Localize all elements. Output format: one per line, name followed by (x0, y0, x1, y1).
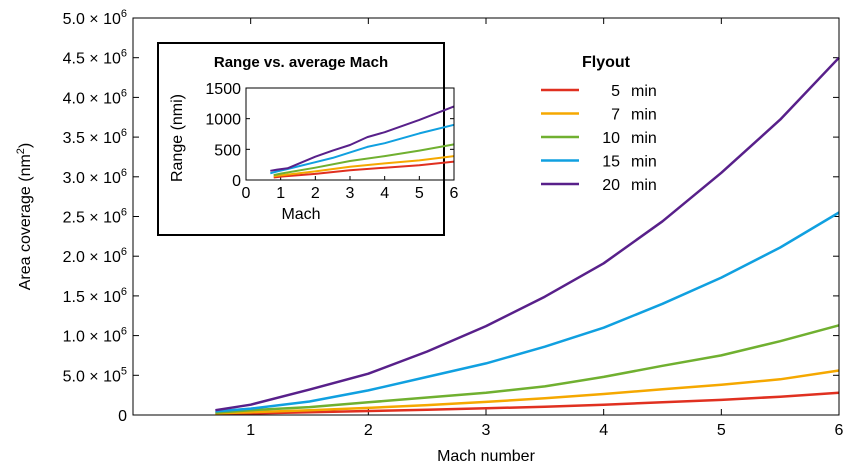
main-y-axis-label: Area coverage (nm2) (15, 143, 34, 291)
legend-label-unit: min (631, 177, 657, 194)
legend-label-unit: min (631, 107, 657, 124)
legend-title: Flyout (582, 54, 631, 71)
inset-y-tick-label-0: 0 (232, 173, 241, 190)
inset-x-tick-labels: 0 1 2 3 4 5 6 (242, 185, 459, 202)
inset-series-line-20-min (270, 105, 455, 172)
main-y-tick-label-4-5e6: 4.5 × 106 (63, 48, 127, 68)
main-series-lines (215, 56, 840, 416)
inset-plot-frame (245, 87, 455, 181)
main-x-tick-labels: 1 2 3 4 5 6 (246, 422, 843, 439)
main-y-tick-label-5-0e6: 5.0 × 106 (63, 8, 127, 28)
main-y-tick-label-3-0e6: 3.0 × 106 (63, 167, 127, 187)
inset-y-tick-label-1500: 1500 (205, 81, 241, 98)
main-series-line-10-min (215, 324, 840, 414)
legend-label-number: 15 (602, 154, 620, 171)
inset-series-line-5-min (273, 160, 455, 179)
main-y-tick-label-1-5e6: 1.5 × 106 (63, 286, 127, 306)
inset-x-tick-label-3: 3 (346, 185, 355, 202)
main-y-tick-label-3-5e6: 3.5 × 106 (63, 127, 127, 147)
legend-label-number: 20 (602, 177, 620, 194)
inset-x-tick-label-0: 0 (242, 185, 251, 202)
inset-x-tick-label-2: 2 (311, 185, 320, 202)
inset-series-line-15-min (270, 123, 455, 175)
inset-title: Range vs. average Mach (214, 54, 388, 71)
main-y-tick-label-2-0e6: 2.0 × 106 (63, 246, 127, 266)
main-x-tick-label-4: 4 (599, 422, 608, 439)
main-series-line-7-min (215, 369, 840, 415)
main-x-tick-label-3: 3 (482, 422, 491, 439)
inset-series-line-7-min (273, 155, 455, 178)
main-series-line-5-min (215, 391, 840, 416)
main-y-tick-label-4-0e6: 4.0 × 106 (63, 87, 127, 107)
inset-y-tick-labels: 0 500 1000 1500 (205, 81, 241, 190)
main-y-tick-label-2-5e6: 2.5 × 106 (63, 207, 127, 227)
legend-label-unit: min (631, 83, 657, 100)
main-x-tick-label-6: 6 (835, 422, 844, 439)
legend-label-unit: min (631, 154, 657, 171)
main-series-line-15-min (215, 211, 840, 413)
inset-x-tick-label-5: 5 (415, 185, 424, 202)
legend-label-number: 5 (611, 83, 620, 100)
main-y-tick-labels: 0 5.0 × 105 1.0 × 106 1.5 × 106 2.0 × 106 2.5… (63, 8, 128, 425)
legend-label-number: 7 (611, 107, 620, 124)
inset-series-line-10-min (273, 143, 455, 177)
inset-x-axis-label: Mach (281, 206, 320, 223)
inset-y-axis-label: Range (nmi) (169, 94, 186, 182)
main-x-tick-label-5: 5 (717, 422, 726, 439)
inset-series-lines (270, 105, 455, 179)
main-y-tick-label-0: 0 (118, 408, 127, 425)
main-y-tick-label-1-0e6: 1.0 × 106 (63, 326, 127, 346)
main-x-axis-label: Mach number (437, 448, 535, 465)
inset-y-tick-label-1000: 1000 (205, 112, 241, 129)
main-x-tick-label-2: 2 (364, 422, 373, 439)
main-series-line-20-min (215, 56, 840, 412)
main-plot-frame (132, 17, 840, 416)
inset-x-tick-label-6: 6 (450, 185, 459, 202)
legend-label-unit: min (631, 130, 657, 147)
inset-y-tick-label-500: 500 (214, 142, 241, 159)
legend: Flyout 5 min 7 min 10 min 15 min 20 min (541, 54, 657, 194)
inset-x-tick-label-1: 1 (276, 185, 285, 202)
legend-label-number: 10 (602, 130, 620, 147)
main-x-tick-label-1: 1 (246, 422, 255, 439)
main-y-tick-label-5-0e5: 5.0 × 105 (63, 365, 127, 385)
inset-x-tick-label-4: 4 (380, 185, 389, 202)
